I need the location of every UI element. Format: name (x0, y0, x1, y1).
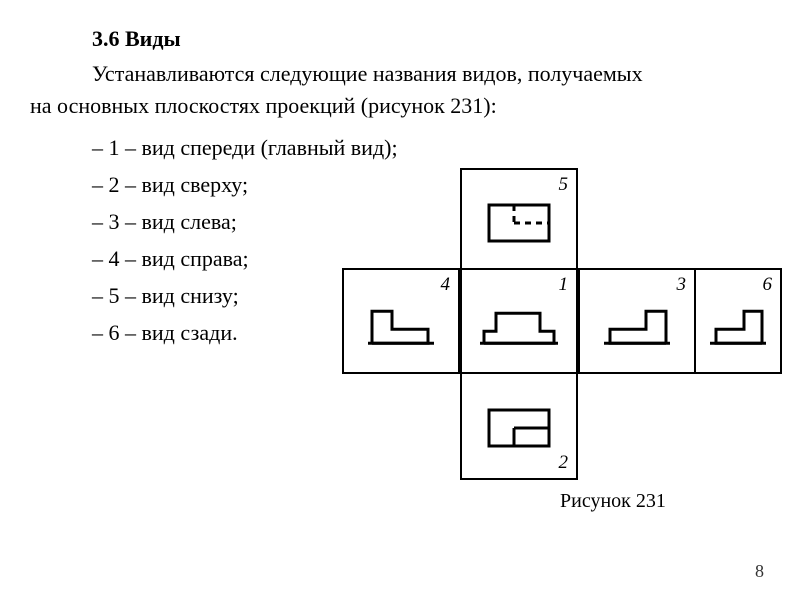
list-item: – 1 – вид спереди (главный вид); (92, 130, 398, 167)
cell-2: 2 (460, 374, 578, 480)
cell-4: 4 (342, 268, 460, 374)
cell-5: 5 (460, 168, 578, 268)
section-heading: 3.6 Виды (92, 26, 181, 52)
glyph-left-view-icon (602, 297, 672, 351)
glyph-rear-view-icon (708, 297, 768, 351)
intro-line-1: Устанавливаются следующие названия видов… (92, 58, 760, 90)
glyph-front-view-icon (478, 297, 560, 351)
glyph-top-view-icon (484, 404, 554, 454)
figure-caption: Рисунок 231 (560, 490, 666, 513)
cell-3-label: 3 (677, 274, 687, 296)
cell-1-label: 1 (559, 274, 569, 296)
cell-1: 1 (460, 268, 578, 374)
projection-diagram: 5 4 1 3 (310, 168, 782, 500)
cell-6: 6 (696, 268, 782, 374)
intro-line-2: на основных плоскостях проекций (рисунок… (30, 90, 760, 122)
glyph-right-view-icon (366, 297, 436, 351)
cell-2-label: 2 (559, 452, 569, 474)
cell-5-label: 5 (559, 174, 569, 196)
glyph-bottom-view-icon (484, 197, 554, 247)
cell-6-label: 6 (763, 274, 773, 296)
cell-4-label: 4 (441, 274, 451, 296)
page-number: 8 (755, 561, 764, 582)
cell-3: 3 (578, 268, 696, 374)
